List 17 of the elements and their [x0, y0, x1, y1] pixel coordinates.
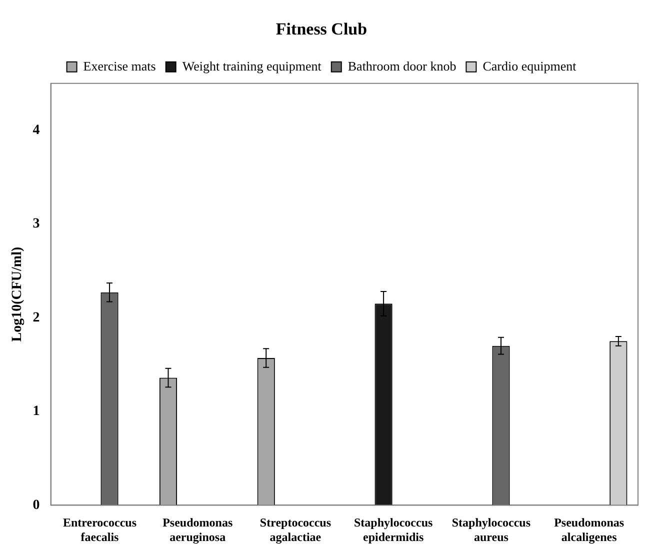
y-tick-label: 4 — [32, 122, 40, 138]
legend-label: Bathroom door knob — [348, 58, 456, 74]
x-tick-label: Pseudomonas alcaligenes — [554, 515, 624, 544]
y-axis-title: Log10(CFU/ml) — [10, 246, 26, 342]
x-tick-label: Entrerococcus faecalis — [62, 515, 137, 544]
y-tick-label: 2 — [32, 310, 40, 326]
x-tick-label: Staphylococcus epidermidis — [354, 515, 433, 544]
x-tick-label: Streptococcus agalactiae — [260, 515, 332, 544]
chart-title: Fitness Club — [276, 20, 368, 39]
legend-label: Weight training equipment — [182, 58, 322, 74]
legend-label: Cardio equipment — [482, 58, 577, 74]
legend-label: Exercise mats — [83, 58, 156, 74]
y-tick-label: 0 — [32, 498, 40, 513]
y-tick-label: 3 — [32, 216, 40, 232]
y-tick-label: 1 — [32, 404, 40, 420]
x-tick-label: Staphylococcus aureus — [452, 515, 531, 544]
x-tick-label: Pseudomonas aeruginosa — [162, 515, 233, 544]
